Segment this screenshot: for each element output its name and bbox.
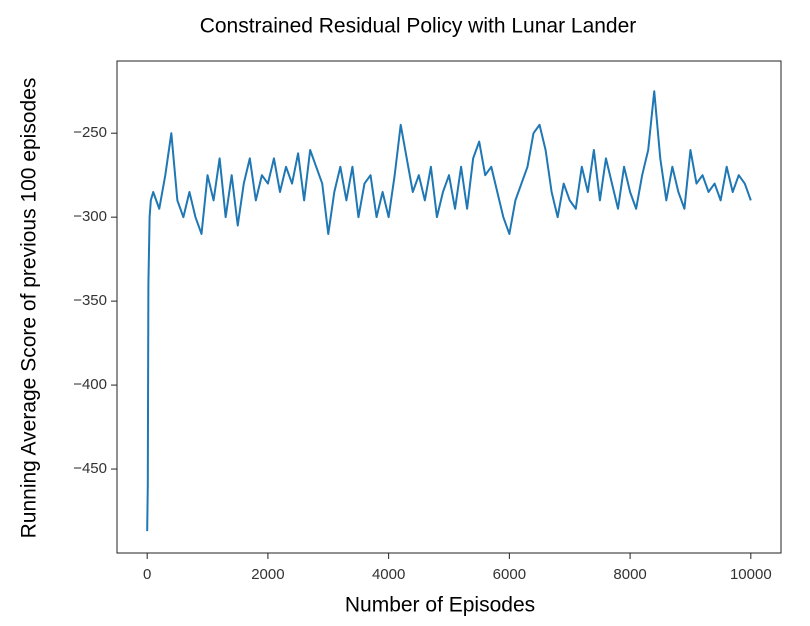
chart-title: Constrained Residual Policy with Lunar L… bbox=[200, 15, 637, 38]
y-axis-title: Running Average Score of previous 100 ep… bbox=[18, 78, 41, 539]
x-tick-label: 8000 bbox=[613, 566, 646, 583]
plot-frame bbox=[116, 60, 782, 554]
y-tick-label: −300 bbox=[73, 208, 107, 225]
data-line bbox=[146, 90, 752, 532]
y-tick-label: −400 bbox=[73, 376, 107, 393]
x-tick-label: 2000 bbox=[251, 566, 284, 583]
x-tick-label: 6000 bbox=[493, 566, 526, 583]
x-tick-label: 10000 bbox=[730, 566, 772, 583]
y-tick-label: −350 bbox=[73, 292, 107, 309]
y-tick-label: −450 bbox=[73, 460, 107, 477]
x-axis-title: Number of Episodes bbox=[345, 594, 535, 617]
y-tick-label: −250 bbox=[73, 124, 107, 141]
x-tick-label: 0 bbox=[143, 566, 151, 583]
x-tick-label: 4000 bbox=[372, 566, 405, 583]
